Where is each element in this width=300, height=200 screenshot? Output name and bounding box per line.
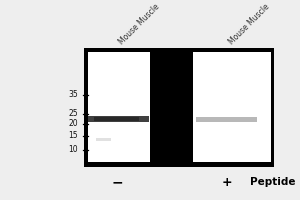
Text: 10: 10 <box>68 145 78 154</box>
Text: −: − <box>111 175 123 189</box>
Bar <box>84 162 274 167</box>
Text: +: + <box>222 176 232 189</box>
Text: Mouse Muscle: Mouse Muscle <box>117 2 161 46</box>
Text: Peptide: Peptide <box>250 177 295 187</box>
Text: 15: 15 <box>68 131 78 140</box>
Text: 25: 25 <box>68 109 78 118</box>
Bar <box>150 48 193 167</box>
Bar <box>94 117 139 121</box>
Bar <box>84 48 274 52</box>
Text: Mouse Muscle: Mouse Muscle <box>227 2 271 46</box>
Bar <box>196 117 257 122</box>
Bar <box>96 138 110 141</box>
Bar <box>271 48 274 167</box>
Bar <box>88 116 149 122</box>
Bar <box>84 48 274 167</box>
Text: 35: 35 <box>68 90 78 99</box>
Text: 20: 20 <box>68 119 78 128</box>
Bar <box>84 48 88 167</box>
